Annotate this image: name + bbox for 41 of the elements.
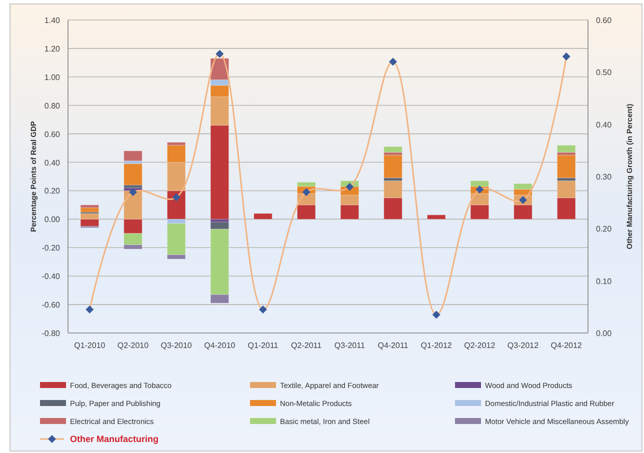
bar — [124, 163, 142, 186]
x-tick-label: Q4-2011 — [378, 341, 409, 350]
x-tick-label: Q3-2010 — [160, 341, 192, 350]
x-tick-label: Q4-2012 — [550, 341, 582, 350]
y2-tick-label: 0.50 — [596, 68, 612, 78]
bar — [124, 150, 142, 162]
y-tick-label: -0.20 — [42, 244, 61, 253]
y2-tick-label: 0.40 — [596, 120, 612, 130]
y-tick-label: -0.60 — [42, 300, 61, 310]
y2-tick-label: 0.30 — [596, 172, 612, 182]
y2-tick-label: 0.00 — [596, 329, 612, 338]
x-tick-label: Q1-2011 — [248, 341, 279, 350]
bar — [80, 204, 100, 208]
y-tick-label: 0.60 — [44, 130, 61, 139]
x-tick-label: Q2-2010 — [117, 341, 150, 350]
x-tick-label: Q3-2011 — [334, 341, 366, 350]
x-tick-label: Q2-2011 — [291, 341, 322, 350]
y2-tick-label: 0.20 — [596, 224, 612, 234]
bar — [426, 214, 446, 220]
legend-label: Other Manufacturing — [70, 434, 159, 444]
bar — [556, 144, 576, 153]
x-tick-label: Q4-2010 — [204, 341, 236, 350]
y-tick-label: 0.00 — [44, 215, 61, 224]
x-tick-label: Q2-2012 — [464, 341, 496, 350]
y-tick-label: 1.20 — [44, 44, 61, 54]
y-tick-label: 1.40 — [44, 16, 61, 25]
y-tick-label: 0.20 — [44, 186, 61, 196]
y-tick-label: -0.40 — [42, 272, 61, 282]
y-tick-label: 0.80 — [44, 101, 61, 110]
x-tick-label: Q3-2012 — [507, 341, 540, 350]
bar — [384, 146, 402, 153]
y2-tick-label: 0.60 — [596, 16, 612, 25]
bar — [556, 154, 576, 178]
y-tick-label: 1.00 — [44, 72, 61, 82]
x-tick-label: Q1-2012 — [420, 341, 452, 350]
bar — [254, 213, 272, 220]
y-tick-label: -0.80 — [42, 329, 61, 338]
y2-tick-label: 0.10 — [596, 276, 612, 286]
x-tick-label: Q1-2010 — [74, 341, 106, 350]
y-tick-label: 0.40 — [44, 158, 61, 168]
bar — [384, 154, 402, 178]
